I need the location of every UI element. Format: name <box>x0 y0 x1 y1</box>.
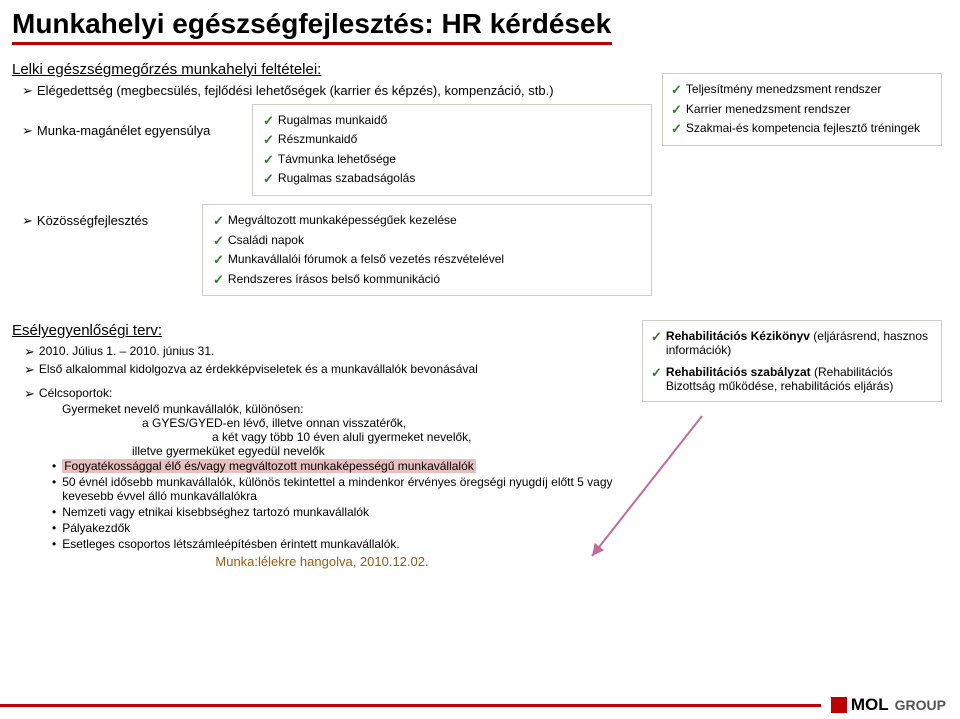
page-title: Munkahelyi egészségfejlesztés: HR kérdés… <box>0 0 960 42</box>
arrow-icon: ➢ <box>24 344 35 360</box>
bullet-text: Nemzeti vagy etnikai kisebbséghez tartoz… <box>62 505 369 519</box>
check-icon: ✓ <box>263 171 274 187</box>
check-icon: ✓ <box>263 132 274 148</box>
bullet-text: 50 évnél idősebb munkavállalók, különös … <box>62 475 632 503</box>
check-text: Rehabilitációs Kézikönyv (eljárásrend, h… <box>666 329 933 357</box>
bullet-icon: • <box>52 521 56 535</box>
check-item: ✓ Távmunka lehetősége <box>263 150 641 170</box>
bullet-text: Pályakezdők <box>62 521 130 535</box>
check-icon: ✓ <box>263 113 274 129</box>
box-community: ✓Megváltozott munkaképességűek kezelése … <box>202 204 652 296</box>
check-text: Rugalmas szabadságolás <box>278 171 415 185</box>
arrow-icon: ➢ <box>24 386 35 402</box>
check-text: Karrier menedzsment rendszer <box>686 102 851 116</box>
check-item: ✓ Rugalmas munkaidő <box>263 111 641 131</box>
arrow-icon: ➢ <box>24 362 35 378</box>
check-icon: ✓ <box>671 102 682 118</box>
mol-logo: MOL GROUP <box>831 695 960 715</box>
check-item: ✓ Rehabilitációs Kézikönyv (eljárásrend,… <box>651 327 933 359</box>
sub-text: Gyermeket nevelő munkavállalók, különöse… <box>62 402 632 416</box>
logo-brand: MOL <box>851 695 889 715</box>
bullet-item: • Esetleges csoportos létszámleépítésben… <box>52 536 632 552</box>
check-icon: ✓ <box>651 329 662 345</box>
item-text: Célcsoportok: <box>39 386 112 400</box>
list-item: ➢ Elégedettség (megbecsülés, fejlődési l… <box>22 82 652 100</box>
check-item: ✓ Munkavállalói fórumok a felső vezetés r… <box>213 250 641 270</box>
item-text: Közösségfejlesztés <box>37 213 148 228</box>
check-text: Munkavállalói fórumok a felső vezetés ré… <box>228 252 504 266</box>
list-item: ➢ 2010. Július 1. – 2010. június 31. <box>24 343 632 361</box>
bullet-icon: • <box>52 537 56 551</box>
check-icon: ✓ <box>263 152 274 168</box>
check-icon: ✓ <box>213 213 224 229</box>
footer-text: Munka:lélekre hangolva, 2010.12.02. <box>12 552 632 569</box>
bullet-icon: • <box>52 475 56 503</box>
box-management-systems: ✓ Teljesítmény menedzsment rendszer ✓ Karr… <box>662 73 942 146</box>
item-text: Munka-magánélet egyensúlya <box>37 123 210 138</box>
content-area: Lelki egészségmegőrzés munkahelyi feltét… <box>0 45 960 569</box>
logo-suffix: GROUP <box>895 697 946 713</box>
check-icon: ✓ <box>671 121 682 137</box>
bullet-text: Esetleges csoportos létszámleépítésben é… <box>62 537 400 551</box>
section1-heading: Lelki egészségmegőrzés munkahelyi feltét… <box>12 61 652 78</box>
bullet-item: • Nemzeti vagy etnikai kisebbséghez tart… <box>52 504 632 520</box>
footer-bar: MOL GROUP <box>0 691 960 719</box>
check-text: Megváltozott munkaképességűek kezelése <box>228 213 457 227</box>
check-item: ✓ Megváltozott munkaképességűek kezelése <box>213 211 641 231</box>
logo-square-icon <box>831 697 847 713</box>
sub-text: illetve gyermeküket egyedül nevelők <box>132 444 632 458</box>
list-item: ➢ Első alkalommal kidolgozva az érdekkép… <box>24 361 632 379</box>
check-item: ✓ Karrier menedzsment rendszer <box>671 100 933 120</box>
footer-divider <box>0 704 821 707</box>
check-item: ✓ Teljesítmény menedzsment rendszer <box>671 80 933 100</box>
check-item: ✓ Rehabilitációs szabályzat (Rehabilitác… <box>651 363 933 395</box>
sub-text: a GYES/GYED-en lévő, illetve onnan vissz… <box>142 416 632 430</box>
check-text: Teljesítmény menedzsment rendszer <box>686 82 881 96</box>
check-text: Szakmai-és kompetencia fejlesztő tréning… <box>686 121 920 135</box>
check-icon: ✓ <box>671 82 682 98</box>
box-rehab: ✓ Rehabilitációs Kézikönyv (eljárásrend,… <box>642 320 942 402</box>
check-item: ✓ Rendszeres írásos belső kommunikáció <box>213 270 641 290</box>
check-item: ✓ Szakmai-és kompetencia fejlesztő trénin… <box>671 119 933 139</box>
section2-heading: Esélyegyenlőségi terv: <box>12 322 632 339</box>
bullet-item: • Pályakezdők <box>52 520 632 536</box>
arrow-icon: ➢ <box>22 83 33 99</box>
item-text: Elégedettség (megbecsülés, fejlődési leh… <box>37 83 554 98</box>
bullet-item: • Fogyatékossággal élő és/vagy megváltoz… <box>52 458 632 474</box>
check-item: ✓ Részmunkaidő <box>263 130 641 150</box>
check-text: Rehabilitációs szabályzat (Rehabilitáció… <box>666 365 933 393</box>
arrow-icon: ➢ <box>22 123 33 139</box>
check-item: ✓ Családi napok <box>213 231 641 251</box>
check-text: Rugalmas munkaidő <box>278 113 387 127</box>
check-icon: ✓ <box>213 233 224 249</box>
bullet-icon: • <box>52 459 56 473</box>
check-text: Távmunka lehetősége <box>278 152 396 166</box>
list-item: ➢ Munka-magánélet egyensúlya <box>22 122 222 140</box>
check-text: Részmunkaidő <box>278 132 357 146</box>
list-item: ➢ Közösségfejlesztés <box>22 212 172 230</box>
check-icon: ✓ <box>213 272 224 288</box>
sub-text: a két vagy több 10 éven aluli gyermeket … <box>212 430 632 444</box>
check-text: Családi napok <box>228 233 304 247</box>
check-icon: ✓ <box>651 365 662 381</box>
bullet-icon: • <box>52 505 56 519</box>
bullet-item: • 50 évnél idősebb munkavállalók, különö… <box>52 474 632 504</box>
item-text: Első alkalommal kidolgozva az érdekképvi… <box>39 362 478 376</box>
list-item: ➢ Célcsoportok: <box>24 385 632 403</box>
highlighted-text: Fogyatékossággal élő és/vagy megváltozot… <box>62 459 476 473</box>
check-icon: ✓ <box>213 252 224 268</box>
check-text: Rendszeres írásos belső kommunikáció <box>228 272 440 286</box>
arrow-icon: ➢ <box>22 213 33 229</box>
item-text: 2010. Július 1. – 2010. június 31. <box>39 344 214 358</box>
check-item: ✓ Rugalmas szabadságolás <box>263 169 641 189</box>
bullet-list: • Fogyatékossággal élő és/vagy megváltoz… <box>52 458 632 552</box>
box-flexibility: ✓ Rugalmas munkaidő ✓ Részmunkaidő ✓ Távmun… <box>252 104 652 196</box>
